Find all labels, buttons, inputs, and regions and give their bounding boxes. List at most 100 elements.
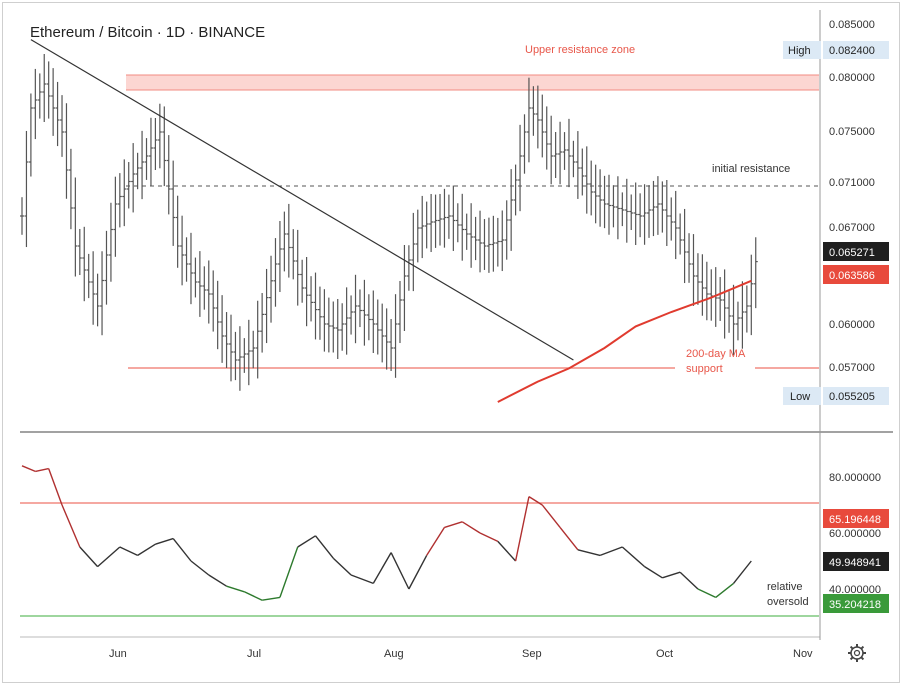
x-tick-sep: Sep [522,648,542,660]
price-bar [535,85,540,149]
price-bar [735,301,740,341]
price-bar [397,280,402,344]
last-price-badge: 0.065271 [829,247,875,259]
rsi-segment [79,546,99,568]
price-bar [206,260,211,324]
ma-badge-bg [823,265,889,284]
high-badge-label-bg [783,41,821,59]
price-bar [28,93,33,177]
price-bar [566,118,571,188]
rsi-segment [662,571,681,579]
price-bar [184,237,189,282]
price-bar [460,193,465,261]
price-bar [95,273,100,327]
price-bar [553,132,558,178]
rsi-segment [697,588,717,599]
rsi-segment [514,496,530,562]
price-bar [68,148,73,230]
rsi-segment [644,566,663,579]
rsi-segment [119,546,138,557]
low-badge-value: 0.055205 [829,391,875,403]
rsi-segment [262,596,281,601]
price-bar [526,77,531,163]
price-bar [522,114,527,174]
price-bar [60,95,65,157]
price-bar [153,118,158,170]
price-bar [642,184,647,245]
rsi-lower-badge-bg [823,594,889,613]
price-bar [580,148,585,196]
price-bar [473,216,478,261]
ma-support-label-1: 200-day MA [686,348,746,360]
rsi-segment [21,465,36,473]
price-bar [300,259,305,303]
price-bar [647,185,652,238]
price-bar [100,251,105,336]
price-bar [518,124,523,212]
price-bar [451,185,456,251]
price-bar [593,164,598,224]
last-price-badge-bg [823,242,889,261]
price-bar [357,289,362,328]
price-bar [709,269,714,321]
descending-trendline [30,39,574,361]
price-bar [673,190,678,260]
low-badge-label-bg [783,387,821,405]
y-tick: 0.075000 [829,126,875,138]
price-bar [264,268,269,344]
price-bar [455,203,460,243]
x-tick-aug: Aug [384,648,404,660]
price-bar [171,160,176,246]
price-bar [188,232,193,305]
rsi-segment [577,549,601,557]
rsi-segment [226,585,245,593]
oversold-label-1: relative [767,581,802,593]
price-bar [718,277,723,321]
price-bar [77,228,82,276]
rsi-upper-badge: 65.196448 [829,514,881,526]
price-bar [246,319,251,386]
price-bar [273,238,278,307]
price-bar [197,251,202,317]
price-bar [727,291,732,333]
price-bar [558,121,563,185]
rsi-line [21,465,752,601]
x-tick-oct: Oct [656,648,673,660]
price-bar [242,338,247,373]
ma-support-label-2: support [686,363,723,375]
price-bar [220,295,225,363]
price-bar [442,188,447,248]
price-bar [584,146,589,214]
rsi-segment [732,560,752,584]
rsi-last-badge: 49.948941 [829,557,881,569]
rsi-segment [541,504,561,528]
price-bar [740,281,745,349]
rsi-segment [497,540,517,562]
price-bar [46,61,51,119]
price-bar [326,297,331,353]
rsi-segment [444,521,463,529]
rsi-last-badge-bg [823,552,889,571]
price-bar [438,193,443,246]
price-bar [313,272,318,340]
price-bar [42,54,47,122]
price-bar [20,197,24,235]
chart-title: Ethereum / Bitcoin · 1D · BINANCE [30,24,265,41]
price-bar [309,276,314,322]
rsi-segment [426,527,446,556]
rsi-segment [390,552,410,590]
x-tick-jul: Jul [247,648,261,660]
price-bar [615,176,620,240]
price-bar [482,219,487,270]
price-bar [495,217,500,267]
price-bar [402,244,407,332]
price-bar [504,200,509,260]
price-bar [429,193,434,253]
rsi-upper-badge-bg [823,509,889,528]
gear-icon[interactable] [848,644,866,662]
price-bar [633,182,638,246]
price-bar [695,253,700,305]
price-bar [73,177,78,277]
upper-resistance-label: Upper resistance zone [525,44,635,56]
price-bar [420,195,425,259]
